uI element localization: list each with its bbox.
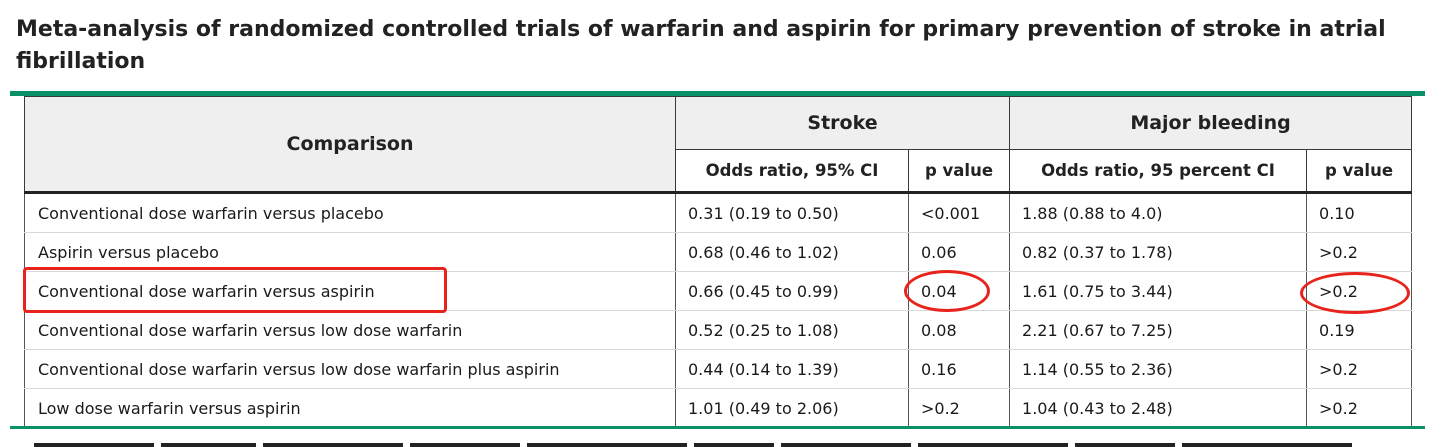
header-stroke-odds-ratio: Odds ratio, 95% CI <box>675 149 909 193</box>
results-table: Comparison Stroke Major bleeding Odds ra… <box>24 96 1413 428</box>
page-title: Meta-analysis of randomized controlled t… <box>16 17 1386 74</box>
cell-stroke-or: 1.01 (0.49 to 2.06) <box>675 388 909 428</box>
cell-stroke-p: >0.2 <box>907 388 1011 428</box>
cell-bleeding-or: 0.82 (0.37 to 1.78) <box>1009 232 1308 272</box>
cell-stroke-or: 0.52 (0.25 to 1.08) <box>675 310 909 350</box>
cell-bleeding-p: 0.10 <box>1306 192 1413 233</box>
cell-comparison: Conventional dose warfarin versus aspiri… <box>24 271 676 311</box>
highlight-circle-bleeding-p <box>1300 272 1410 314</box>
cell-comparison: Aspirin versus placebo <box>24 232 676 272</box>
cell-bleeding-or: 1.88 (0.88 to 4.0) <box>1009 192 1308 233</box>
top-divider <box>10 91 1425 96</box>
table-row: Aspirin versus placebo 0.68 (0.46 to 1.0… <box>24 232 1413 272</box>
cell-bleeding-p: >0.2 <box>1306 388 1413 428</box>
cell-stroke-p: 0.16 <box>907 349 1011 389</box>
highlight-circle-stroke-p <box>904 270 990 312</box>
cell-comparison: Conventional dose warfarin versus low do… <box>24 349 676 389</box>
cell-bleeding-p: >0.2 <box>1306 349 1413 389</box>
cropped-text-line <box>34 432 1424 447</box>
header-bleeding-p-value: p value <box>1306 149 1413 193</box>
table-row: Conventional dose warfarin versus placeb… <box>24 192 1413 233</box>
cell-stroke-p: 0.06 <box>907 232 1011 272</box>
header-bleeding-odds-ratio: Odds ratio, 95 percent CI <box>1009 149 1308 193</box>
cell-stroke-or: 0.31 (0.19 to 0.50) <box>675 192 909 233</box>
header-comparison: Comparison <box>24 96 676 193</box>
cell-comparison: Conventional dose warfarin versus placeb… <box>24 192 676 233</box>
cell-bleeding-or: 1.14 (0.55 to 2.36) <box>1009 349 1308 389</box>
cell-bleeding-p: 0.19 <box>1306 310 1413 350</box>
header-stroke-p-value: p value <box>907 149 1011 193</box>
cell-bleeding-or: 2.21 (0.67 to 7.25) <box>1009 310 1308 350</box>
cell-stroke-p: 0.08 <box>907 310 1011 350</box>
cell-bleeding-or: 1.04 (0.43 to 2.48) <box>1009 388 1308 428</box>
table-row: Low dose warfarin versus aspirin 1.01 (0… <box>24 388 1413 428</box>
cell-stroke-or: 0.66 (0.45 to 0.99) <box>675 271 909 311</box>
cell-bleeding-or: 1.61 (0.75 to 3.44) <box>1009 271 1308 311</box>
cell-comparison: Low dose warfarin versus aspirin <box>24 388 676 428</box>
header-major-bleeding: Major bleeding <box>1009 96 1413 150</box>
table-row: Conventional dose warfarin versus low do… <box>24 310 1413 350</box>
cell-bleeding-p: >0.2 <box>1306 232 1413 272</box>
header-stroke: Stroke <box>674 96 1011 150</box>
cell-stroke-p: <0.001 <box>907 192 1011 233</box>
cell-stroke-or: 0.44 (0.14 to 1.39) <box>675 349 909 389</box>
table-row: Conventional dose warfarin versus low do… <box>24 349 1413 389</box>
bottom-divider <box>10 426 1425 429</box>
cell-stroke-or: 0.68 (0.46 to 1.02) <box>675 232 909 272</box>
cell-comparison: Conventional dose warfarin versus low do… <box>24 310 676 350</box>
highlight-box-warfarin-vs-aspirin <box>23 267 447 313</box>
